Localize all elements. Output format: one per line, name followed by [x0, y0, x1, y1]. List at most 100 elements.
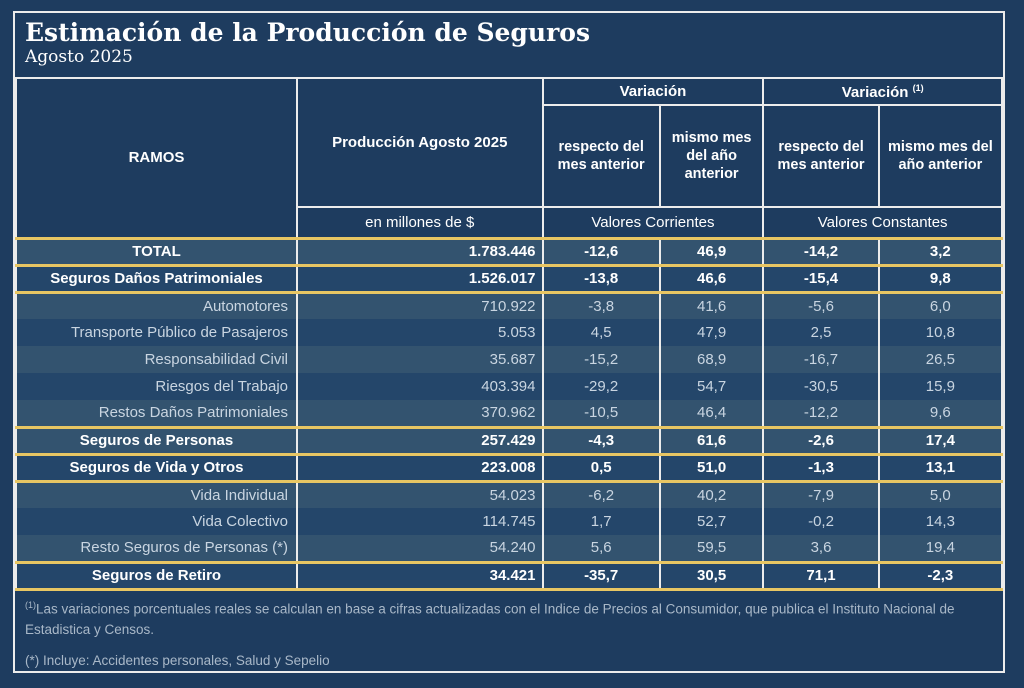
header-variacion-constantes: Variación (1) [762, 77, 1003, 106]
table-header: RAMOS Producción Agosto 2025 Variación V… [15, 77, 1004, 239]
variation-constante-mes-anterior-cell: -1,3 [762, 452, 880, 481]
production-value-cell: 34.421 [296, 560, 544, 591]
variation-constante-mes-anterior-cell: -14,2 [762, 236, 880, 265]
variation-constante-anio-anterior-cell: 15,9 [877, 373, 1004, 400]
table-row: Resto Seguros de Personas (*) 54.240 5,6… [15, 535, 1004, 562]
row-label-cell: TOTAL [15, 236, 298, 265]
row-label-cell: Restos Daños Patrimoniales [15, 400, 298, 427]
variation-constante-mes-anterior-cell: -0,2 [762, 508, 880, 535]
footnote-1-marker: (1) [25, 599, 36, 610]
variation-constante-mes-anterior-cell: -5,6 [762, 290, 880, 319]
header-valores-corrientes: Valores Corrientes [541, 206, 765, 239]
title-block: Estimación de la Producción de Seguros A… [15, 13, 1003, 77]
footnote-2-text: (*) Incluye: Accidentes personales, Salu… [25, 652, 330, 668]
footnote-1: (1)Las variaciones porcentuales reales s… [25, 599, 993, 641]
production-value-cell: 710.922 [296, 290, 544, 319]
header-variacion-corrientes: Variación [541, 77, 765, 106]
footnote-1-text: Las variaciones porcentuales reales se c… [25, 601, 955, 637]
variation-constante-anio-anterior-cell: 9,8 [877, 263, 1004, 292]
subheader-respecto-constantes: respecto del mes anterior [762, 104, 880, 208]
variation-corriente-anio-anterior-cell: 41,6 [658, 290, 765, 319]
production-value-cell: 114.745 [296, 508, 544, 535]
production-value-cell: 370.962 [296, 400, 544, 427]
variation-corriente-anio-anterior-cell: 47,9 [658, 319, 765, 346]
production-table: RAMOS Producción Agosto 2025 Variación V… [15, 77, 1004, 591]
footnotes: (1)Las variaciones porcentuales reales s… [15, 591, 1003, 672]
variation-corriente-mes-anterior-cell: -15,2 [541, 346, 661, 373]
header-ramos: RAMOS [15, 77, 298, 239]
table-row: Restos Daños Patrimoniales 370.962 -10,5… [15, 400, 1004, 427]
row-label-cell: Seguros de Personas [15, 425, 298, 454]
variation-corriente-mes-anterior-cell: -10,5 [541, 400, 661, 427]
subheader-mismo-constantes: mismo mes del año anterior [877, 104, 1004, 208]
row-label-cell: Vida Individual [15, 479, 298, 508]
variation-constante-mes-anterior-cell: -16,7 [762, 346, 880, 373]
footnote-2: (*) Incluye: Accidentes personales, Salu… [25, 651, 993, 672]
table-row: Seguros de Retiro 34.421 -35,7 30,5 71,1… [15, 560, 1004, 591]
variation-corriente-mes-anterior-cell: -3,8 [541, 290, 661, 319]
variation-constante-mes-anterior-cell: -15,4 [762, 263, 880, 292]
variation-corriente-anio-anterior-cell: 59,5 [658, 535, 765, 562]
table-row: Seguros de Personas 257.429 -4,3 61,6 -2… [15, 425, 1004, 454]
variation-corriente-mes-anterior-cell: -6,2 [541, 479, 661, 508]
variation-corriente-mes-anterior-cell: 1,7 [541, 508, 661, 535]
variation-constante-anio-anterior-cell: 19,4 [877, 535, 1004, 562]
variation-corriente-mes-anterior-cell: -12,6 [541, 236, 661, 265]
variation-constante-mes-anterior-cell: -30,5 [762, 373, 880, 400]
header-variacion-constantes-label: Variación [841, 83, 909, 101]
variation-constante-mes-anterior-cell: -12,2 [762, 400, 880, 427]
subheader-mismo-corrientes: mismo mes del año anterior [658, 104, 765, 208]
variation-corriente-mes-anterior-cell: -35,7 [541, 560, 661, 591]
variation-corriente-anio-anterior-cell: 30,5 [658, 560, 765, 591]
variacion-footnote-marker: (1) [912, 82, 924, 93]
table-row: Riesgos del Trabajo 403.394 -29,2 54,7 -… [15, 373, 1004, 400]
variation-corriente-mes-anterior-cell: 4,5 [541, 319, 661, 346]
variation-corriente-mes-anterior-cell: -13,8 [541, 263, 661, 292]
page-subtitle: Agosto 2025 [25, 46, 133, 67]
row-label-cell: Seguros de Vida y Otros [15, 452, 298, 481]
variation-constante-mes-anterior-cell: -7,9 [762, 479, 880, 508]
production-value-cell: 54.023 [296, 479, 544, 508]
variation-constante-mes-anterior-cell: -2,6 [762, 425, 880, 454]
row-label-cell: Seguros de Retiro [15, 560, 298, 591]
variation-corriente-mes-anterior-cell: -29,2 [541, 373, 661, 400]
row-label-cell: Responsabilidad Civil [15, 346, 298, 373]
variation-corriente-anio-anterior-cell: 54,7 [658, 373, 765, 400]
variation-constante-mes-anterior-cell: 2,5 [762, 319, 880, 346]
row-label-cell: Vida Colectivo [15, 508, 298, 535]
variation-corriente-anio-anterior-cell: 46,4 [658, 400, 765, 427]
table-row: TOTAL 1.783.446 -12,6 46,9 -14,2 3,2 [15, 236, 1004, 265]
variation-corriente-anio-anterior-cell: 51,0 [658, 452, 765, 481]
production-value-cell: 223.008 [296, 452, 544, 481]
production-value-cell: 35.687 [296, 346, 544, 373]
row-label-cell: Automotores [15, 290, 298, 319]
variation-constante-anio-anterior-cell: 17,4 [877, 425, 1004, 454]
header-unit: en millones de $ [296, 206, 544, 239]
production-value-cell: 5.053 [296, 319, 544, 346]
row-label-cell: Resto Seguros de Personas (*) [15, 535, 298, 562]
table-row: Vida Individual 54.023 -6,2 40,2 -7,9 5,… [15, 479, 1004, 508]
variation-corriente-anio-anterior-cell: 52,7 [658, 508, 765, 535]
table-body: TOTAL 1.783.446 -12,6 46,9 -14,2 3,2 Seg… [15, 236, 1004, 591]
variation-corriente-anio-anterior-cell: 46,9 [658, 236, 765, 265]
row-label-cell: Transporte Público de Pasajeros [15, 319, 298, 346]
variation-corriente-anio-anterior-cell: 40,2 [658, 479, 765, 508]
variation-constante-anio-anterior-cell: 14,3 [877, 508, 1004, 535]
report-frame: Estimación de la Producción de Seguros A… [13, 11, 1005, 673]
variation-corriente-mes-anterior-cell: -4,3 [541, 425, 661, 454]
production-value-cell: 1.526.017 [296, 263, 544, 292]
table-row: Responsabilidad Civil 35.687 -15,2 68,9 … [15, 346, 1004, 373]
table-row: Transporte Público de Pasajeros 5.053 4,… [15, 319, 1004, 346]
header-produccion: Producción Agosto 2025 [296, 77, 544, 208]
variation-corriente-anio-anterior-cell: 68,9 [658, 346, 765, 373]
subheader-respecto-corrientes: respecto del mes anterior [541, 104, 661, 208]
table-row: Seguros Daños Patrimoniales 1.526.017 -1… [15, 263, 1004, 292]
table-row: Vida Colectivo 114.745 1,7 52,7 -0,2 14,… [15, 508, 1004, 535]
variation-constante-anio-anterior-cell: 3,2 [877, 236, 1004, 265]
production-value-cell: 403.394 [296, 373, 544, 400]
production-value-cell: 1.783.446 [296, 236, 544, 265]
variation-constante-mes-anterior-cell: 71,1 [762, 560, 880, 591]
table-row: Seguros de Vida y Otros 223.008 0,5 51,0… [15, 452, 1004, 481]
variation-constante-mes-anterior-cell: 3,6 [762, 535, 880, 562]
variation-constante-anio-anterior-cell: 5,0 [877, 479, 1004, 508]
